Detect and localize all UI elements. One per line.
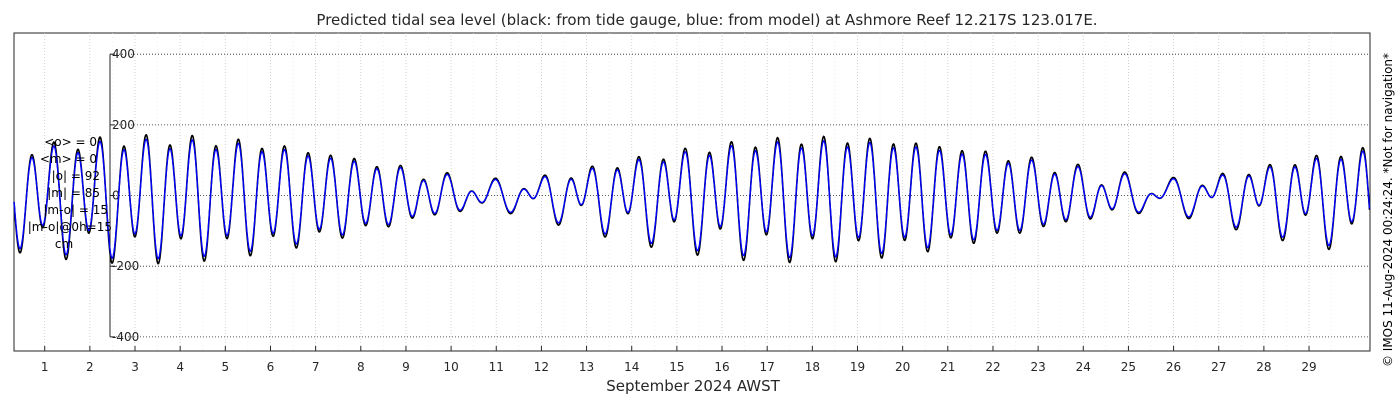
stat-abs-obs: |o| = 92 [52,169,100,183]
x-tick-label: 26 [1166,360,1181,374]
plot-frame [13,32,1371,352]
x-tick-label: 23 [1030,360,1045,374]
stat-mean-model: <m> = 0 [40,152,97,166]
x-tick-label: 19 [850,360,865,374]
stat-units: cm [55,237,73,251]
x-tick-label: 5 [222,360,230,374]
y-tick-label: -200 [112,259,139,273]
x-tick-label: 29 [1301,360,1316,374]
chart-title: Predicted tidal sea level (black: from t… [316,11,1097,29]
stat-abs-diff-0h: |m-o|@0h=15 [28,220,112,234]
x-tick-label: 1 [41,360,49,374]
x-tick-label: 27 [1211,360,1226,374]
y-tick-label: 400 [112,47,135,61]
x-tick-label: 28 [1256,360,1271,374]
series-lines [13,133,1371,265]
x-tick-label: 3 [131,360,139,374]
x-tick-label: 24 [1076,360,1091,374]
x-tick-label: 18 [805,360,820,374]
x-tick-label: 15 [669,360,684,374]
x-tick-label: 25 [1121,360,1136,374]
y-tick-label: 0 [112,189,120,203]
stat-abs-model: |m| = 85 [47,186,100,200]
x-tick-label: 11 [489,360,504,374]
x-tick-label: 8 [357,360,365,374]
x-axis-label: September 2024 AWST [606,377,780,395]
stat-abs-diff: |m-o| = 15 [43,203,108,217]
x-tick-label: 4 [176,360,184,374]
x-tick-label: 9 [402,360,410,374]
x-tick-label: 12 [534,360,549,374]
x-tick-label: 21 [940,360,955,374]
x-tick-label: 17 [760,360,775,374]
series-line-2 [13,138,1371,260]
x-tick-label: 14 [624,360,639,374]
copyright-note: © IMOS 11-Aug-2024 00:24:24. *Not for na… [1381,53,1395,367]
x-tick-label: 16 [714,360,729,374]
x-tick-label: 20 [895,360,910,374]
x-tick-label: 2 [86,360,94,374]
y-tick-label: -400 [112,330,139,344]
x-tick-label: 13 [579,360,594,374]
x-tick-label: 7 [312,360,320,374]
stat-mean-obs: <o> = 0 [44,135,97,149]
x-tick-label: 10 [443,360,458,374]
x-tick-label: 22 [985,360,1000,374]
x-tick-label: 6 [267,360,275,374]
y-tick-label: 200 [112,118,135,132]
stats-panel: <o> = 0 <m> = 0 |o| = 92 |m| = 85 |m-o| … [28,135,112,251]
